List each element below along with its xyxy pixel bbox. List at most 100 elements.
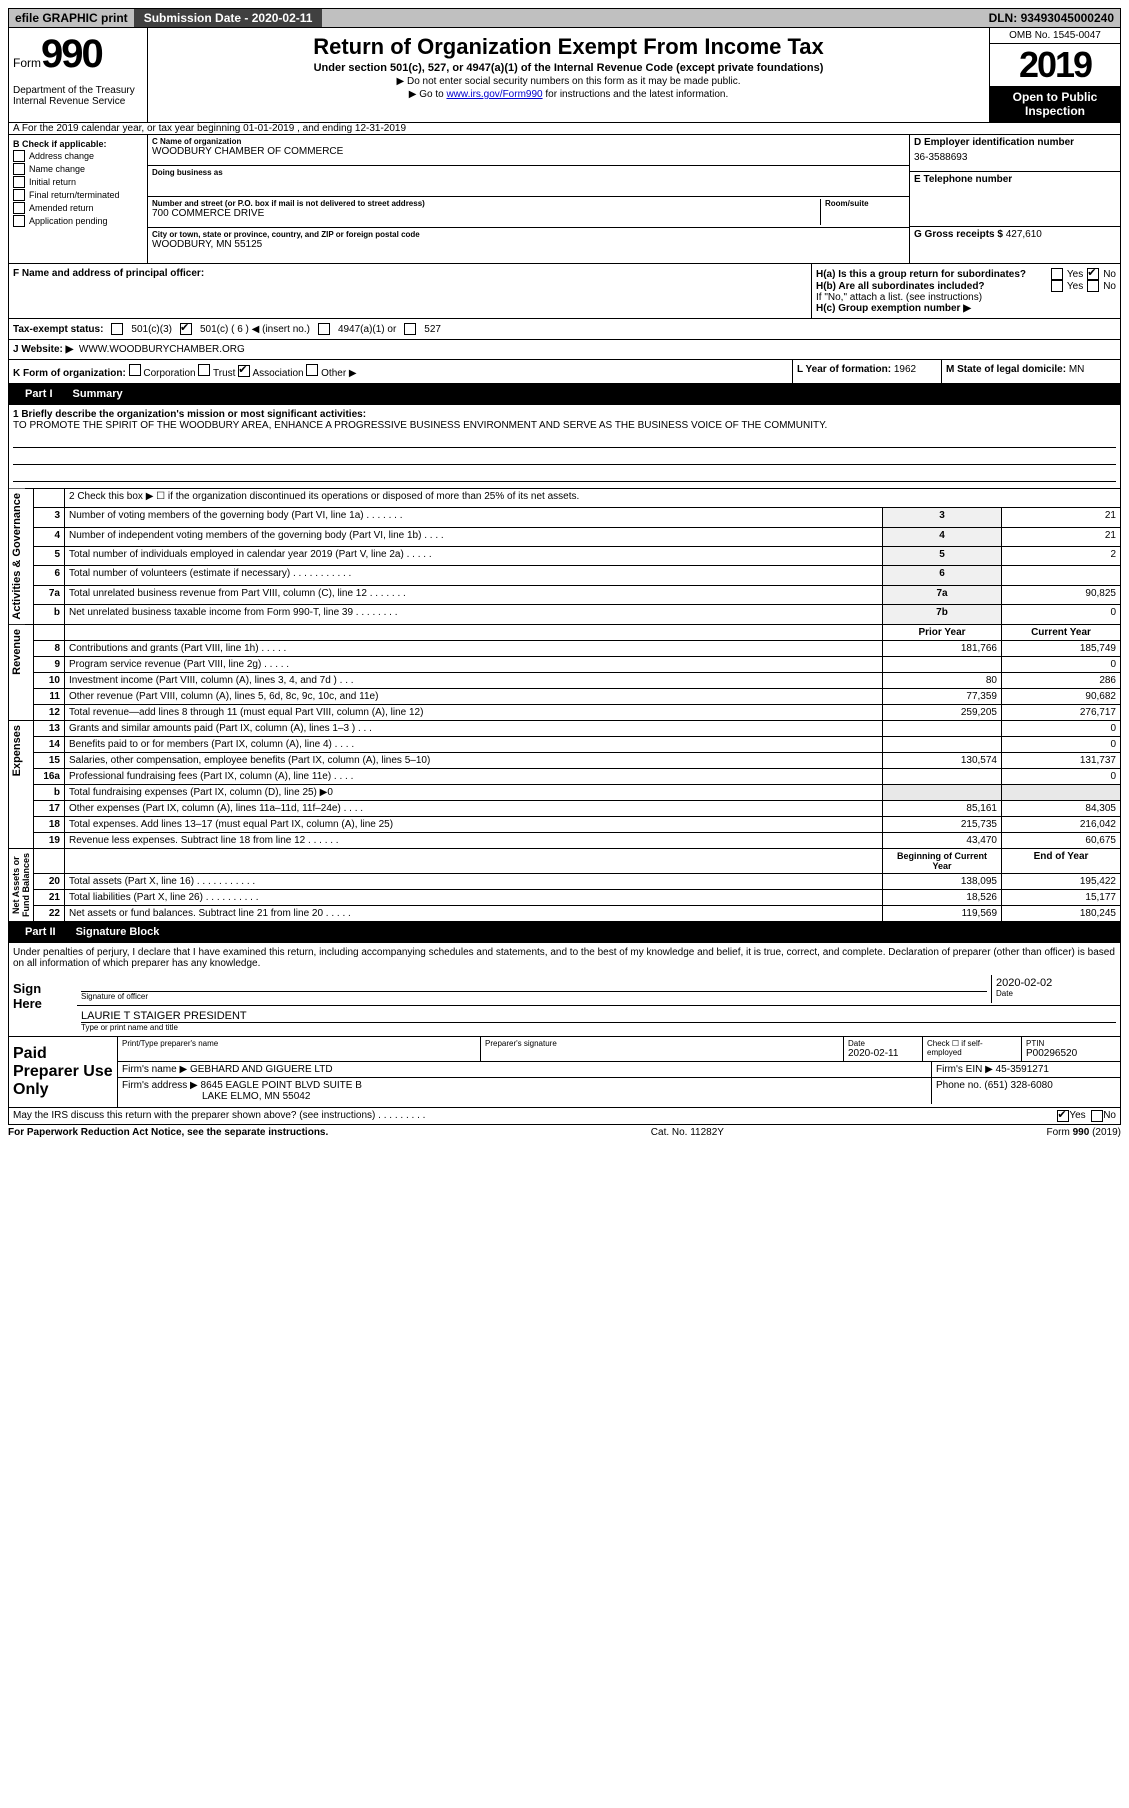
cb-name-change[interactable]: Name change <box>13 163 143 175</box>
firm-addr2: LAKE ELMO, MN 55042 <box>122 1091 927 1102</box>
cb-527[interactable] <box>404 323 416 335</box>
top-bar: efile GRAPHIC print Submission Date - 20… <box>8 8 1121 28</box>
omb-number: OMB No. 1545-0047 <box>990 28 1120 44</box>
table-row: 18Total expenses. Add lines 13–17 (must … <box>9 816 1121 832</box>
vert-expenses: Expenses <box>9 721 25 780</box>
table-row: 16aProfessional fundraising fees (Part I… <box>9 768 1121 784</box>
summary-table: Activities & Governance 2 Check this box… <box>8 489 1121 922</box>
table-row: 7aTotal unrelated business revenue from … <box>9 585 1121 604</box>
cb-initial-return[interactable]: Initial return <box>13 176 143 188</box>
firm-phone: (651) 328-6080 <box>984 1080 1052 1091</box>
sign-here-block: Sign Here Signature of officer 2020-02-0… <box>8 973 1121 1037</box>
cb-trust[interactable] <box>198 364 210 376</box>
firm-addr1: 8645 EAGLE POINT BLVD SUITE B <box>201 1080 362 1091</box>
part2-header: Part II Signature Block <box>8 922 1121 943</box>
tax-year: 2019 <box>990 44 1120 86</box>
footer: For Paperwork Reduction Act Notice, see … <box>8 1125 1121 1140</box>
vert-net: Net Assets or Fund Balances <box>9 849 33 921</box>
org-name: WOODBURY CHAMBER OF COMMERCE <box>152 146 905 157</box>
header-right: OMB No. 1545-0047 2019 Open to Public In… <box>989 28 1120 122</box>
line-a: A For the 2019 calendar year, or tax yea… <box>8 123 1121 135</box>
ein: 36-3588693 <box>914 152 1116 163</box>
paid-preparer-block: Paid Preparer Use Only Print/Type prepar… <box>8 1037 1121 1108</box>
table-row: 20Total assets (Part X, line 16) . . . .… <box>9 873 1121 889</box>
cb-corp[interactable] <box>129 364 141 376</box>
cb-pending[interactable]: Application pending <box>13 215 143 227</box>
cb-assoc[interactable] <box>238 365 250 377</box>
section-h: H(a) Is this a group return for subordin… <box>812 264 1120 318</box>
block-bcd: B Check if applicable: Address change Na… <box>8 135 1121 264</box>
ha-yes[interactable] <box>1051 268 1063 280</box>
discuss-yes[interactable] <box>1057 1110 1069 1122</box>
table-row: 12Total revenue—add lines 8 through 11 (… <box>9 704 1121 720</box>
dept-label: Department of the Treasury Internal Reve… <box>13 85 143 107</box>
form-header: Form 990 Department of the Treasury Inte… <box>8 28 1121 123</box>
hb-no[interactable] <box>1087 280 1099 292</box>
officer-name: LAURIE T STAIGER PRESIDENT <box>81 1010 1116 1023</box>
irs-link[interactable]: www.irs.gov/Form990 <box>446 89 542 100</box>
table-row: 15Salaries, other compensation, employee… <box>9 752 1121 768</box>
firm-name: GEBHARD AND GIGUERE LTD <box>190 1064 333 1075</box>
mission-box: 1 Briefly describe the organization's mi… <box>8 405 1121 489</box>
vert-governance: Activities & Governance <box>9 489 25 624</box>
public-inspection: Open to Public Inspection <box>990 86 1120 122</box>
table-row: 8Contributions and grants (Part VIII, li… <box>9 640 1121 656</box>
cb-other[interactable] <box>306 364 318 376</box>
table-row: 6Total number of volunteers (estimate if… <box>9 566 1121 585</box>
row-klm: K Form of organization: Corporation Trus… <box>8 360 1121 384</box>
note-ssn: ▶ Do not enter social security numbers o… <box>156 76 981 87</box>
cb-final-return[interactable]: Final return/terminated <box>13 189 143 201</box>
table-row: 5Total number of individuals employed in… <box>9 547 1121 566</box>
form-subtitle: Under section 501(c), 527, or 4947(a)(1)… <box>156 62 981 74</box>
header-left: Form 990 Department of the Treasury Inte… <box>9 28 148 122</box>
table-row: 14Benefits paid to or for members (Part … <box>9 736 1121 752</box>
mission-text: TO PROMOTE THE SPIRIT OF THE WOODBURY AR… <box>13 420 1116 431</box>
discuss-no[interactable] <box>1091 1110 1103 1122</box>
sig-date: 2020-02-02 <box>996 977 1116 989</box>
discuss-row: May the IRS discuss this return with the… <box>8 1108 1121 1125</box>
form-title: Return of Organization Exempt From Incom… <box>156 34 981 60</box>
cb-4947[interactable] <box>318 323 330 335</box>
gross-receipts: 427,610 <box>1006 229 1042 240</box>
section-k: K Form of organization: Corporation Trus… <box>9 360 793 383</box>
form-number: Form 990 <box>13 32 143 77</box>
city: WOODBURY, MN 55125 <box>152 239 905 250</box>
table-row: 9Program service revenue (Part VIII, lin… <box>9 656 1121 672</box>
table-row: 10Investment income (Part VIII, column (… <box>9 672 1121 688</box>
table-row: 4Number of independent voting members of… <box>9 527 1121 546</box>
cb-501c[interactable] <box>180 323 192 335</box>
ha-no[interactable] <box>1087 268 1099 280</box>
website-row: J Website: ▶ WWW.WOODBURYCHAMBER.ORG <box>8 340 1121 360</box>
dln: DLN: 93493045000240 <box>983 9 1120 27</box>
website-url: WWW.WOODBURYCHAMBER.ORG <box>79 344 245 355</box>
firm-ein: 45-3591271 <box>996 1064 1049 1075</box>
table-row: 19Revenue less expenses. Subtract line 1… <box>9 832 1121 848</box>
efile-label: efile GRAPHIC print <box>9 9 134 27</box>
table-row: bTotal fundraising expenses (Part IX, co… <box>9 784 1121 800</box>
prep-date: 2020-02-11 <box>848 1048 918 1059</box>
part1-header: Part I Summary <box>8 384 1121 405</box>
cb-address-change[interactable]: Address change <box>13 150 143 162</box>
declaration: Under penalties of perjury, I declare th… <box>8 943 1121 973</box>
section-b: B Check if applicable: Address change Na… <box>9 135 148 263</box>
table-row: 3Number of voting members of the governi… <box>9 508 1121 527</box>
street: 700 COMMERCE DRIVE <box>152 208 820 219</box>
row-fh: F Name and address of principal officer:… <box>8 264 1121 319</box>
ptin: P00296520 <box>1026 1048 1116 1059</box>
header-mid: Return of Organization Exempt From Incom… <box>148 28 989 122</box>
note-goto: ▶ Go to www.irs.gov/Form990 for instruct… <box>156 89 981 100</box>
table-row: bNet unrelated business taxable income f… <box>9 605 1121 624</box>
section-c: C Name of organization WOODBURY CHAMBER … <box>148 135 909 263</box>
submission-date: Submission Date - 2020-02-11 <box>134 9 323 27</box>
table-row: 11Other revenue (Part VIII, column (A), … <box>9 688 1121 704</box>
tax-status-row: Tax-exempt status: 501(c)(3) 501(c) ( 6 … <box>8 319 1121 340</box>
table-row: 22Net assets or fund balances. Subtract … <box>9 905 1121 921</box>
table-row: 17Other expenses (Part IX, column (A), l… <box>9 800 1121 816</box>
vert-revenue: Revenue <box>9 625 25 679</box>
cb-amended[interactable]: Amended return <box>13 202 143 214</box>
cb-501c3[interactable] <box>111 323 123 335</box>
section-f: F Name and address of principal officer: <box>9 264 812 318</box>
hb-yes[interactable] <box>1051 280 1063 292</box>
table-row: 21Total liabilities (Part X, line 26) . … <box>9 889 1121 905</box>
section-m: M State of legal domicile: MN <box>942 360 1120 383</box>
